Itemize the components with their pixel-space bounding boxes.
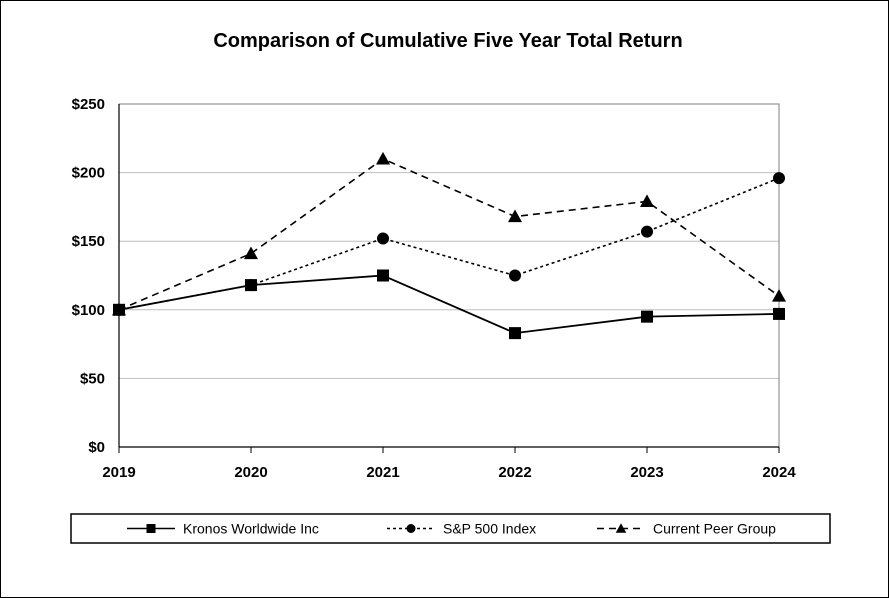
data-point-square [245,279,257,292]
legend-entry: Kronos Worldwide Inc [127,521,319,537]
series-current-peer-group [112,151,786,316]
x-tick-label: 2021 [366,464,399,481]
axes: $0 $50 $100 $150 $200 $250 2019 2020 2021 2022 202… [72,96,797,481]
data-point-square [641,310,653,323]
series-s-p-500-index [113,172,785,316]
data-point-circle [509,269,521,282]
data-point-triangle [244,246,258,260]
data-point-square [509,327,521,340]
x-tick-label: 2019 [102,464,135,481]
y-tick-label: $0 [88,439,105,456]
data-point-circle [641,225,653,238]
data-point-square [773,307,785,320]
chart-title: Comparison of Cumulative Five Year Total… [213,30,682,52]
series-group [112,151,786,340]
x-tick-label: 2023 [630,464,663,481]
data-point-triangle [376,151,390,165]
y-tick-label: $200 [72,165,105,182]
x-tick-label: 2022 [498,464,531,481]
y-tick-label: $250 [72,96,105,113]
gridlines [119,103,779,379]
legend-label: S&P 500 Index [443,521,536,537]
y-tick-label: $50 [80,370,105,387]
series-line [118,177,780,311]
data-point-triangle [772,289,786,302]
data-point-square [113,303,125,316]
data-point-square [377,269,389,282]
x-tick-label: 2024 [762,464,796,481]
y-tick-label: $100 [72,302,105,319]
legend-box [70,513,831,544]
data-point-square [146,524,156,533]
legend-label: Current Peer Group [653,521,776,537]
legend: Kronos Worldwide Inc S&P 500 Index Current… [70,513,831,544]
data-point-triangle [615,523,627,533]
legend-entry: Current Peer Group [597,521,776,537]
plot-area [118,103,780,448]
legend-label: Kronos Worldwide Inc [183,521,319,537]
data-point-triangle [640,194,654,208]
series-line [118,157,780,311]
legend-entry: S&P 500 Index [387,521,536,537]
series-line [118,274,780,335]
data-point-circle [406,524,416,533]
series-kronos-worldwide-inc [113,269,785,340]
data-point-circle [377,232,389,245]
data-point-circle [773,172,785,185]
x-tick-label: 2020 [234,464,267,481]
data-point-triangle [508,209,522,223]
y-tick-label: $150 [72,233,105,250]
